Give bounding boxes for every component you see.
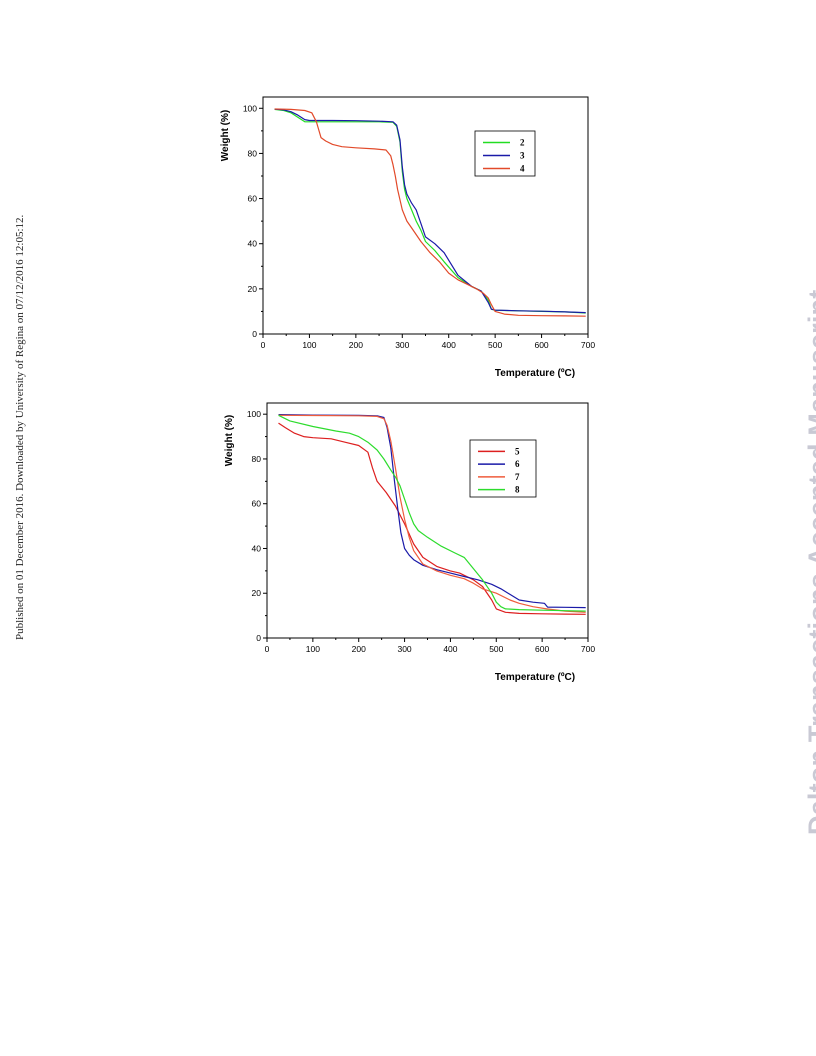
x-tick-label: 700: [581, 644, 595, 654]
plot-frame: [262, 96, 589, 335]
legend-box: [474, 130, 536, 177]
x-tick-label: 0: [261, 340, 266, 350]
x-tick-label: 100: [302, 340, 316, 350]
y-tick-label: 0: [252, 329, 257, 339]
y-tick-label: 60: [252, 499, 262, 509]
x-tick-label: 700: [581, 340, 595, 350]
chart-2: 0 100 200 300 400 500 600 700 0 20 40 60 80 100 Temper…: [224, 402, 595, 683]
y-axis-title: Weight (%): [224, 415, 235, 466]
y-tick-label: 0: [256, 633, 261, 643]
series-line-3: [274, 108, 586, 314]
x-tick-label: 600: [535, 644, 549, 654]
x-tick-label: 300: [395, 340, 409, 350]
x-tick-label: 600: [534, 340, 548, 350]
x-tick-label: 200: [349, 340, 363, 350]
series-line-8: [278, 414, 586, 612]
x-tick-label: 400: [443, 644, 457, 654]
y-tick-label: 60: [248, 194, 258, 204]
x-axis-title: Temperature (ºC): [495, 368, 575, 379]
x-tick-label: 0: [265, 644, 270, 654]
y-axis-title: Weight (%): [220, 110, 231, 161]
legend-label-2: 2: [520, 138, 525, 148]
legend-label-5: 5: [515, 446, 520, 456]
y-tick-label: 20: [248, 284, 258, 294]
x-tick-label: 100: [306, 644, 320, 654]
x-tick-label: 200: [352, 644, 366, 654]
y-tick-label: 100: [247, 409, 261, 419]
x-axis-title: Temperature (ºC): [495, 672, 575, 683]
series-line-5: [278, 422, 586, 615]
legend: 2 3 4: [474, 130, 536, 177]
series-line-4: [274, 108, 586, 317]
y-tick-label: 40: [252, 543, 262, 553]
y-tick-label: 80: [252, 454, 262, 464]
legend-label-3: 3: [520, 151, 525, 161]
legend-label-8: 8: [515, 485, 520, 495]
y-tick-label: 20: [252, 588, 262, 598]
series-line-2: [274, 108, 586, 314]
y-tick-label: 100: [243, 103, 257, 113]
legend-label-7: 7: [515, 472, 520, 482]
x-tick-label: 500: [489, 644, 503, 654]
x-tick-label: 300: [397, 644, 411, 654]
series-line-7: [278, 414, 586, 613]
legend-label-6: 6: [515, 459, 520, 469]
y-tick-label: 80: [248, 148, 258, 158]
legend-label-4: 4: [520, 164, 525, 174]
legend-box: [469, 439, 537, 498]
y-tick-label: 40: [248, 239, 258, 249]
chart-1: 0 100 200 300 400 500 600 700 0 20 40 60 80 100 Temper…: [220, 96, 595, 379]
x-tick-label: 500: [488, 340, 502, 350]
x-tick-label: 400: [442, 340, 456, 350]
legend: 5 6 7 8: [469, 439, 537, 498]
series-line-6: [278, 414, 586, 609]
